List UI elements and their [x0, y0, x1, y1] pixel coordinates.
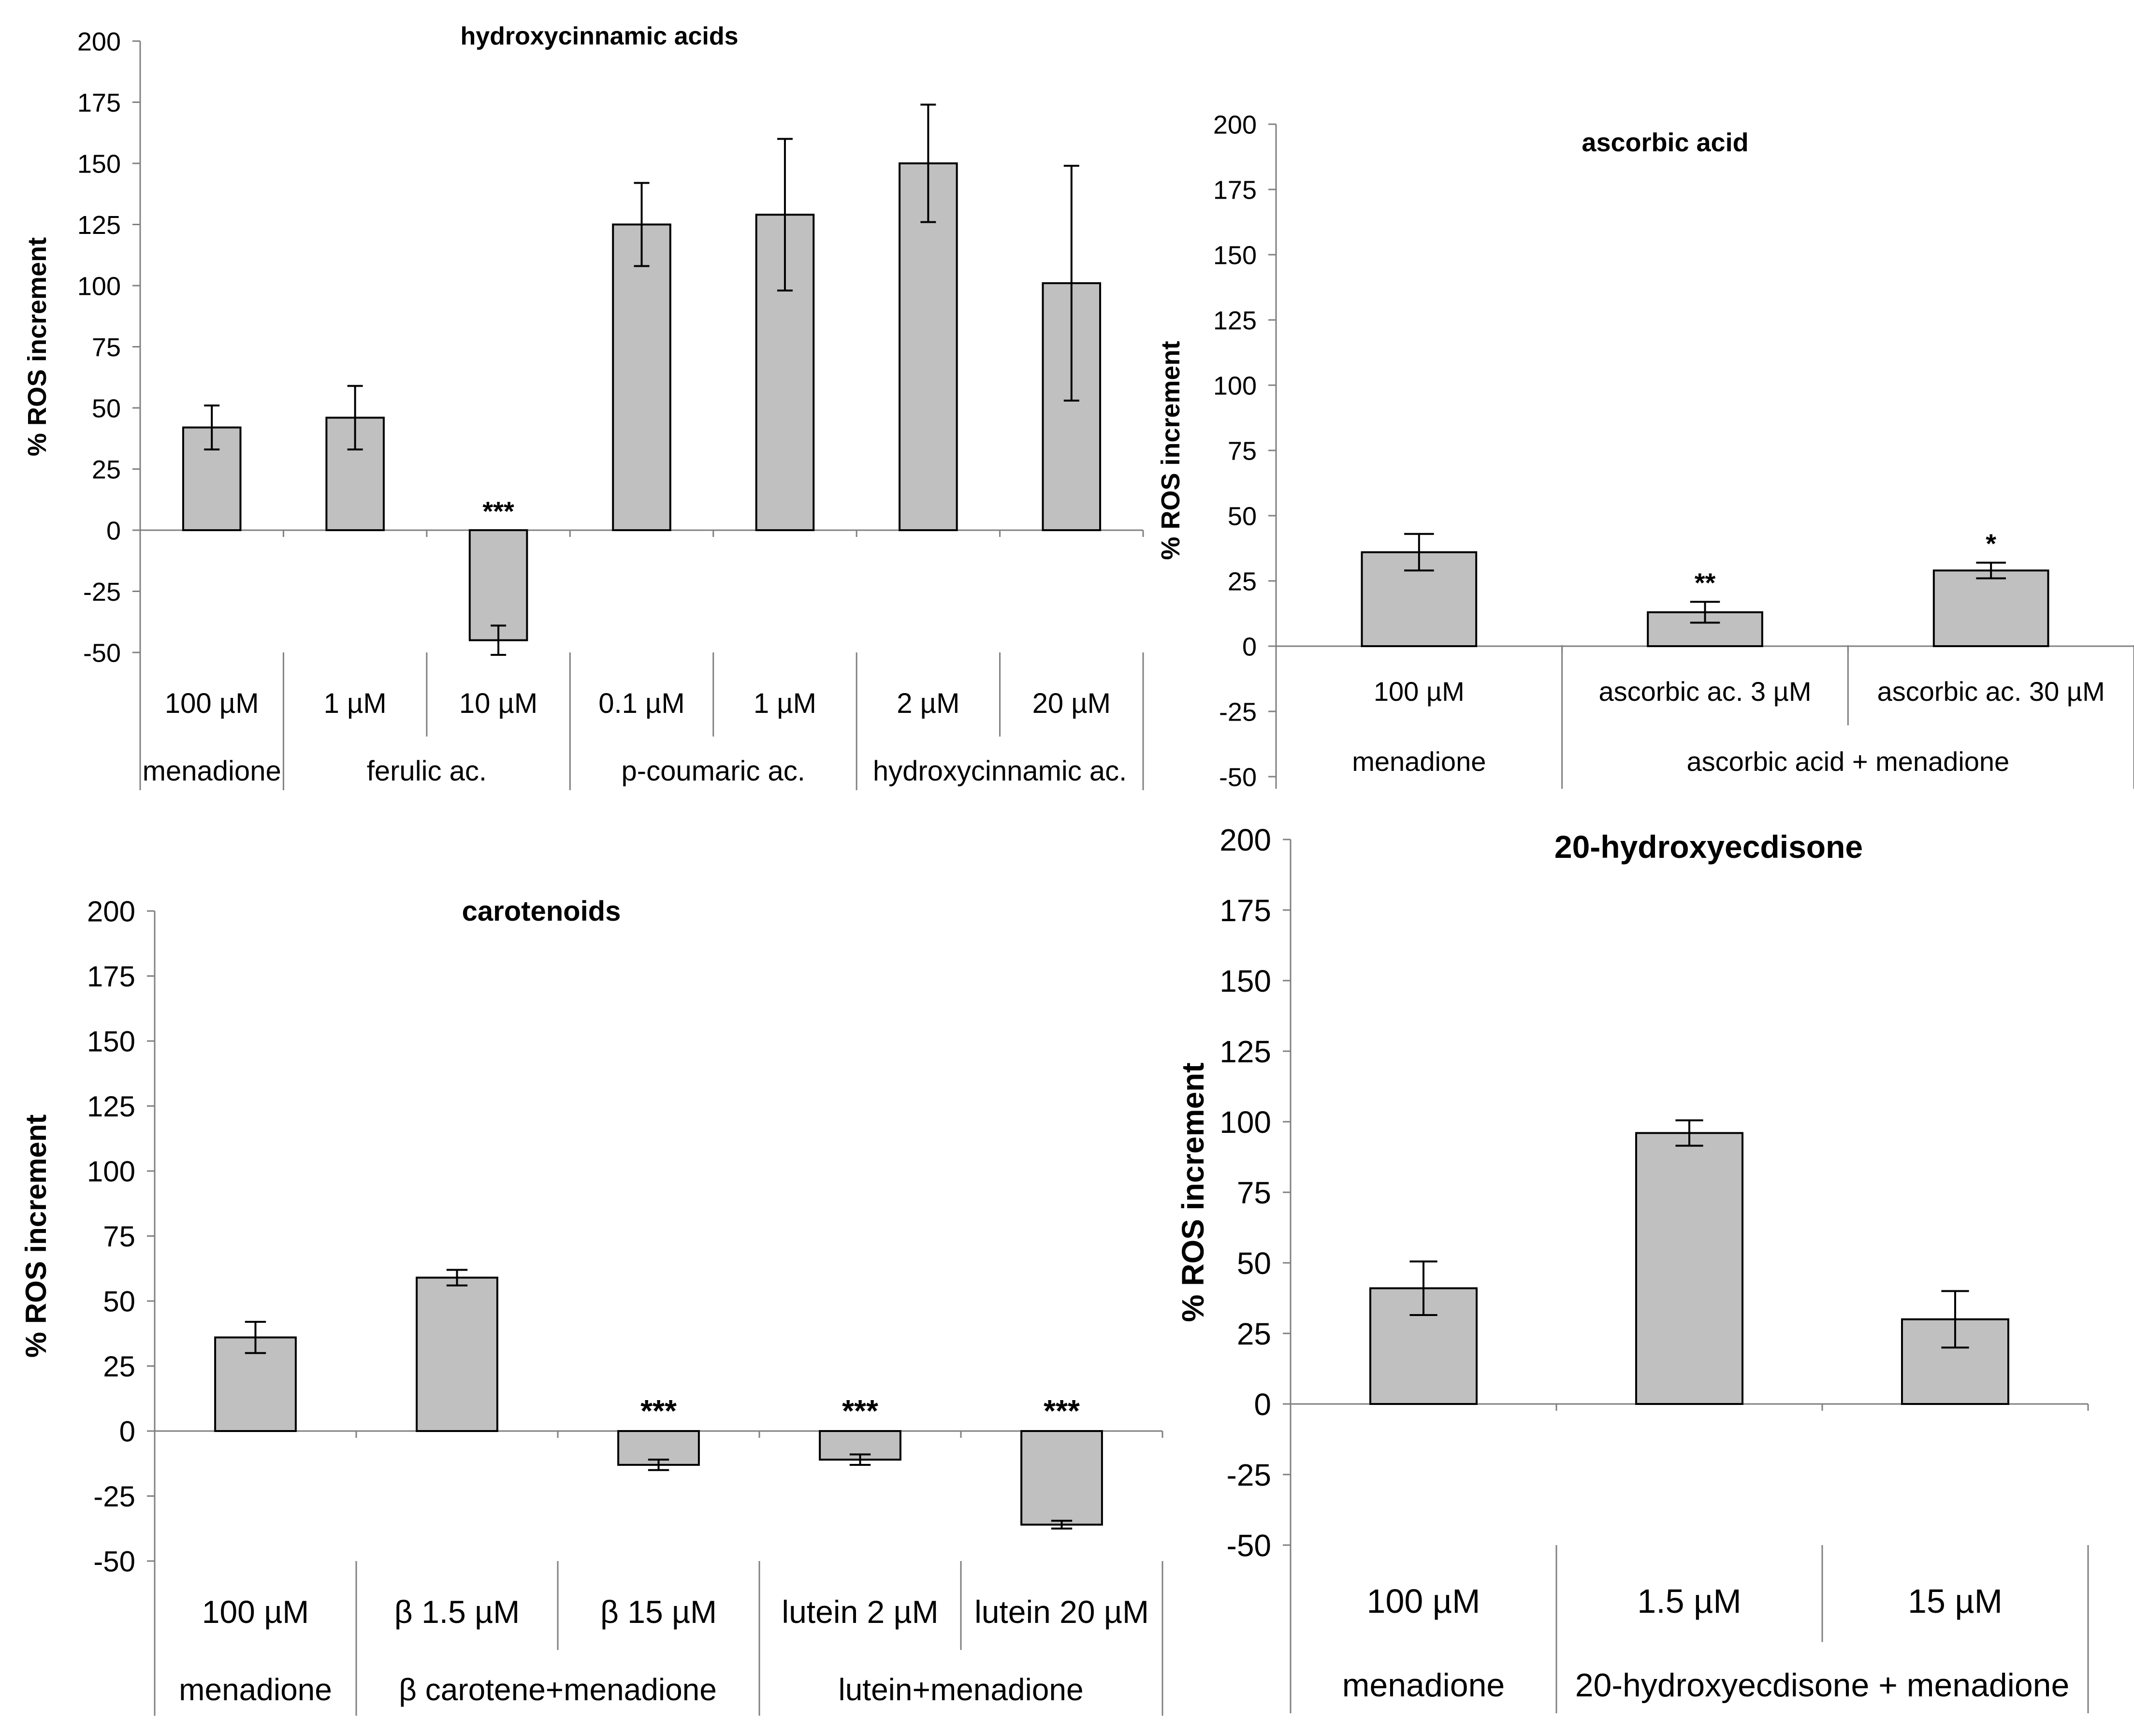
- car-bar: [1020, 1430, 1103, 1526]
- hca-y-tick-label: 150: [77, 149, 121, 178]
- hyd-y-tick-label: 50: [1237, 1246, 1271, 1281]
- car-y-tick-label: -25: [93, 1480, 135, 1513]
- hyd-category-label: 15 µM: [1908, 1582, 2003, 1620]
- hyd-group-label: menadione: [1342, 1667, 1505, 1704]
- asc-y-tick-label: -50: [1219, 763, 1257, 792]
- car-y-tick-label: 50: [103, 1286, 135, 1318]
- hyd-category-label: 1.5 µM: [1637, 1582, 1741, 1620]
- hca-group-label: p-coumaric ac.: [622, 755, 805, 787]
- car-category-label: 100 µM: [202, 1594, 309, 1630]
- hca-category-label: 2 µM: [897, 688, 959, 719]
- car-group-label: lutein+menadione: [838, 1672, 1083, 1707]
- hyd-category-label: 100 µM: [1367, 1582, 1481, 1620]
- hca-bar: [899, 162, 958, 531]
- asc-bar: [1932, 569, 2049, 648]
- asc-y-tick-label: 0: [1242, 632, 1257, 661]
- asc-y-tick-label: 125: [1213, 306, 1257, 335]
- asc-group-label: menadione: [1352, 746, 1486, 777]
- hca-y-tick-label: 175: [77, 88, 121, 117]
- hca-category-label: 1 µM: [754, 688, 816, 719]
- hca-category-label: 0.1 µM: [598, 688, 684, 719]
- hca-group-label: hydroxycinnamic ac.: [873, 755, 1127, 787]
- asc-category-label: ascorbic ac. 30 µM: [1877, 676, 2105, 707]
- asc-category-label: ascorbic ac. 3 µM: [1599, 676, 1812, 707]
- asc-y-tick-label: 100: [1213, 371, 1257, 400]
- hca-bar: [612, 223, 671, 531]
- car-group-label: menadione: [179, 1672, 332, 1707]
- car-category-label: lutein 20 µM: [974, 1594, 1149, 1630]
- hca-y-tick-label: 50: [92, 394, 121, 423]
- asc-y-tick-label: 50: [1228, 502, 1257, 531]
- hyd-title: 20-hydroxyecdisone: [1554, 829, 1863, 865]
- hyd-y-tick-label: -50: [1227, 1528, 1272, 1563]
- hca-y-tick-label: 25: [92, 455, 121, 484]
- hca-y-tick-label: 0: [106, 516, 121, 545]
- hca-significance: ***: [482, 496, 514, 526]
- hca-category-label: 1 µM: [324, 688, 387, 719]
- hyd-y-tick-label: 125: [1219, 1034, 1271, 1069]
- hca-y-axis-label: % ROS increment: [23, 237, 52, 456]
- hyd-y-tick-label: 175: [1219, 893, 1271, 928]
- car-y-tick-label: 200: [87, 896, 135, 928]
- hca-bar: [468, 529, 528, 641]
- hyd-y-axis-label: % ROS increment: [1176, 1062, 1210, 1322]
- hca-y-tick-label: 100: [77, 272, 121, 301]
- asc-y-tick-label: -25: [1219, 697, 1257, 726]
- car-category-label: β 1.5 µM: [394, 1594, 520, 1630]
- hca-group-label: menadione: [143, 755, 281, 787]
- hca-title: hydroxycinnamic acids: [460, 22, 738, 50]
- asc-category-label: 100 µM: [1374, 676, 1465, 707]
- hca-group-label: ferulic ac.: [367, 755, 487, 787]
- car-bar: [416, 1276, 498, 1432]
- hca-y-tick-label: 75: [92, 333, 121, 362]
- asc-y-tick-label: 200: [1213, 110, 1257, 139]
- car-y-tick-label: -50: [93, 1546, 135, 1578]
- hca-y-tick-label: -50: [83, 638, 121, 667]
- car-group-label: β carotene+menadione: [399, 1672, 717, 1707]
- hyd-y-tick-label: 0: [1254, 1387, 1271, 1422]
- car-title: carotenoids: [462, 896, 621, 927]
- hca-y-tick-label: 125: [77, 211, 121, 240]
- car-y-tick-label: 125: [87, 1090, 135, 1123]
- hca-category-label: 20 µM: [1032, 688, 1111, 719]
- car-significance: ***: [842, 1393, 878, 1428]
- car-y-tick-label: 25: [103, 1350, 135, 1383]
- car-y-tick-label: 150: [87, 1026, 135, 1058]
- hca-y-tick-label: 200: [77, 27, 121, 56]
- hyd-group-label: 20-hydroxyecdisone + menadione: [1575, 1667, 2070, 1704]
- hyd-y-tick-label: 150: [1219, 964, 1271, 998]
- asc-y-axis-label: % ROS increment: [1156, 341, 1185, 560]
- asc-group-label: ascorbic acid + menadione: [1686, 746, 2009, 777]
- asc-title: ascorbic acid: [1582, 128, 1748, 157]
- asc-y-tick-label: 25: [1228, 567, 1257, 596]
- hyd-bar: [1635, 1132, 1743, 1405]
- hyd-y-tick-label: -25: [1227, 1458, 1272, 1492]
- car-category-label: lutein 2 µM: [782, 1594, 938, 1630]
- car-category-label: β 15 µM: [600, 1594, 717, 1630]
- asc-significance: *: [1986, 528, 1996, 559]
- hyd-y-tick-label: 75: [1237, 1175, 1271, 1210]
- car-y-tick-label: 175: [87, 960, 135, 993]
- hca-category-label: 10 µM: [459, 688, 537, 719]
- asc-y-tick-label: 150: [1213, 241, 1257, 270]
- car-significance: ***: [1044, 1393, 1080, 1428]
- asc-y-tick-label: 75: [1228, 436, 1257, 465]
- hca-category-label: 100 µM: [165, 688, 259, 719]
- hyd-y-tick-label: 100: [1219, 1105, 1271, 1140]
- asc-significance: **: [1695, 567, 1716, 598]
- hyd-y-tick-label: 25: [1237, 1316, 1271, 1351]
- car-significance: ***: [640, 1393, 677, 1428]
- hca-y-tick-label: -25: [83, 578, 121, 607]
- hyd-y-tick-label: 200: [1219, 823, 1271, 857]
- asc-y-tick-label: 175: [1213, 175, 1257, 204]
- car-y-tick-label: 0: [119, 1416, 135, 1448]
- car-y-tick-label: 75: [103, 1220, 135, 1253]
- car-y-axis-label: % ROS increment: [20, 1114, 52, 1358]
- car-y-tick-label: 100: [87, 1156, 135, 1188]
